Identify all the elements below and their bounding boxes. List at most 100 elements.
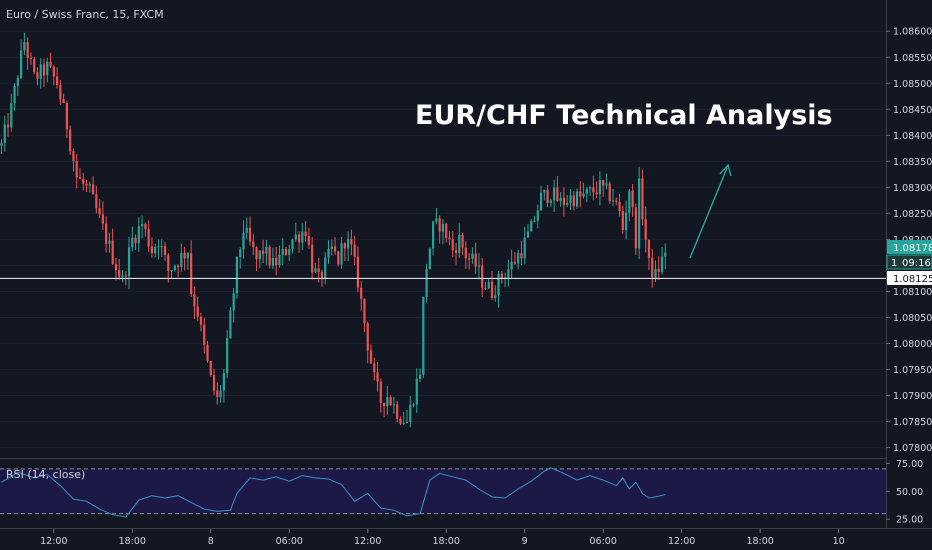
candlestick-series[interactable]	[0, 32, 667, 428]
candle-body	[621, 211, 624, 231]
candle-body	[382, 402, 386, 407]
candle-body	[484, 287, 487, 289]
candle-body	[183, 252, 186, 259]
candle-body	[10, 103, 13, 128]
candle-body	[52, 66, 55, 77]
rsi-axis-ticks: 75.00 50.00 25.00	[886, 459, 923, 526]
candle-body	[29, 57, 33, 60]
candle-body	[539, 192, 543, 211]
time-tick-label: 12:00	[40, 536, 67, 547]
candle-body	[118, 270, 121, 277]
candle-body	[147, 229, 150, 247]
candle-body	[131, 237, 134, 248]
candle-body	[95, 194, 98, 209]
candle-body	[412, 404, 415, 406]
candle-body	[422, 296, 425, 375]
candle-body	[262, 250, 265, 254]
candle-body	[252, 241, 255, 248]
candle-body	[598, 180, 602, 195]
rsi-label[interactable]: RSI (14, close)	[6, 468, 85, 481]
candle-body	[121, 275, 124, 277]
candle-body	[3, 124, 6, 143]
price-tick-label: 1.08550	[893, 53, 932, 64]
candle-body	[212, 375, 216, 391]
time-axis[interactable]: 12:00 18:00 8 06:00 12:00 18:00 9 06:00 12:00 18:…	[0, 528, 932, 548]
candle-body	[360, 287, 363, 299]
candle-body	[628, 190, 631, 213]
candle-body	[602, 180, 605, 186]
candle-body	[114, 263, 118, 271]
candle-body	[36, 72, 39, 79]
candle-body	[33, 59, 36, 73]
candle-body	[454, 250, 458, 254]
candle-body	[203, 324, 206, 345]
candle-body	[657, 268, 660, 272]
candle-body	[589, 187, 592, 189]
rsi-tick-label: 25.00	[896, 515, 923, 526]
rsi-pane[interactable]: RSI (14, close)	[0, 458, 886, 518]
symbol-title[interactable]: Euro / Swiss Franc, 15, FXCM	[6, 8, 164, 21]
last-price-badge: 1.08178	[887, 240, 932, 254]
line-price-value: 1.08125	[893, 274, 932, 285]
candle-body	[585, 188, 588, 194]
candle-body	[337, 251, 340, 265]
candle-body	[108, 240, 111, 244]
rsi-band	[0, 468, 886, 514]
candle-body	[376, 372, 379, 382]
candle-body	[206, 344, 209, 361]
candle-body	[78, 177, 82, 179]
candle-body	[409, 404, 412, 422]
candle-body	[549, 200, 552, 203]
candle-body	[46, 61, 49, 76]
candle-body	[458, 234, 461, 254]
candle-body	[520, 253, 523, 259]
candle-body	[13, 85, 16, 104]
candle-body	[595, 192, 598, 195]
candle-body	[157, 246, 160, 248]
candle-body	[392, 404, 395, 406]
candle-body	[500, 273, 503, 279]
price-tick-label: 1.07900	[893, 391, 932, 402]
candle-body	[356, 256, 360, 288]
rsi-series-line[interactable]	[1, 467, 666, 518]
candle-body	[618, 201, 621, 212]
candle-body	[314, 268, 317, 273]
candle-body	[288, 249, 291, 255]
candle-body	[199, 316, 203, 325]
candle-body	[553, 187, 556, 201]
candle-body	[471, 253, 474, 259]
candle-body	[304, 231, 307, 237]
price-grid	[0, 30, 886, 449]
candle-body	[16, 77, 19, 86]
candle-body	[435, 218, 438, 222]
candle-body	[42, 64, 46, 76]
rsi-tick-label: 50.00	[896, 487, 923, 498]
candle-body	[543, 189, 546, 193]
candle-body	[428, 248, 431, 269]
candle-body	[487, 281, 490, 289]
candle-body	[167, 254, 170, 272]
candle-body	[141, 224, 144, 227]
candle-body	[98, 208, 101, 215]
candle-body	[608, 183, 611, 202]
candle-body	[6, 124, 10, 128]
candle-body	[481, 265, 484, 288]
candle-body	[624, 212, 628, 231]
candle-body	[209, 360, 212, 376]
candle-body	[353, 244, 356, 257]
price-tick-label: 1.08400	[893, 131, 932, 142]
candle-body	[186, 253, 189, 259]
candle-body	[307, 236, 310, 245]
candle-body	[317, 268, 320, 273]
candle-body	[350, 239, 353, 245]
countdown-badge: 1 09:16	[886, 254, 932, 270]
candle-body	[216, 390, 219, 398]
candle-body	[0, 142, 3, 146]
candle-body	[301, 231, 304, 243]
candle-body	[644, 219, 647, 240]
price-axis[interactable]: 1.08600 1.08550 1.08500 1.08450 1.08400 1.083…	[886, 0, 932, 528]
candle-body	[65, 102, 68, 130]
price-tick-label: 1.07800	[893, 443, 932, 454]
candle-body	[647, 239, 651, 258]
price-pane[interactable]: Euro / Swiss Franc, 15, FXCM EUR/CHF Tec…	[0, 8, 886, 449]
